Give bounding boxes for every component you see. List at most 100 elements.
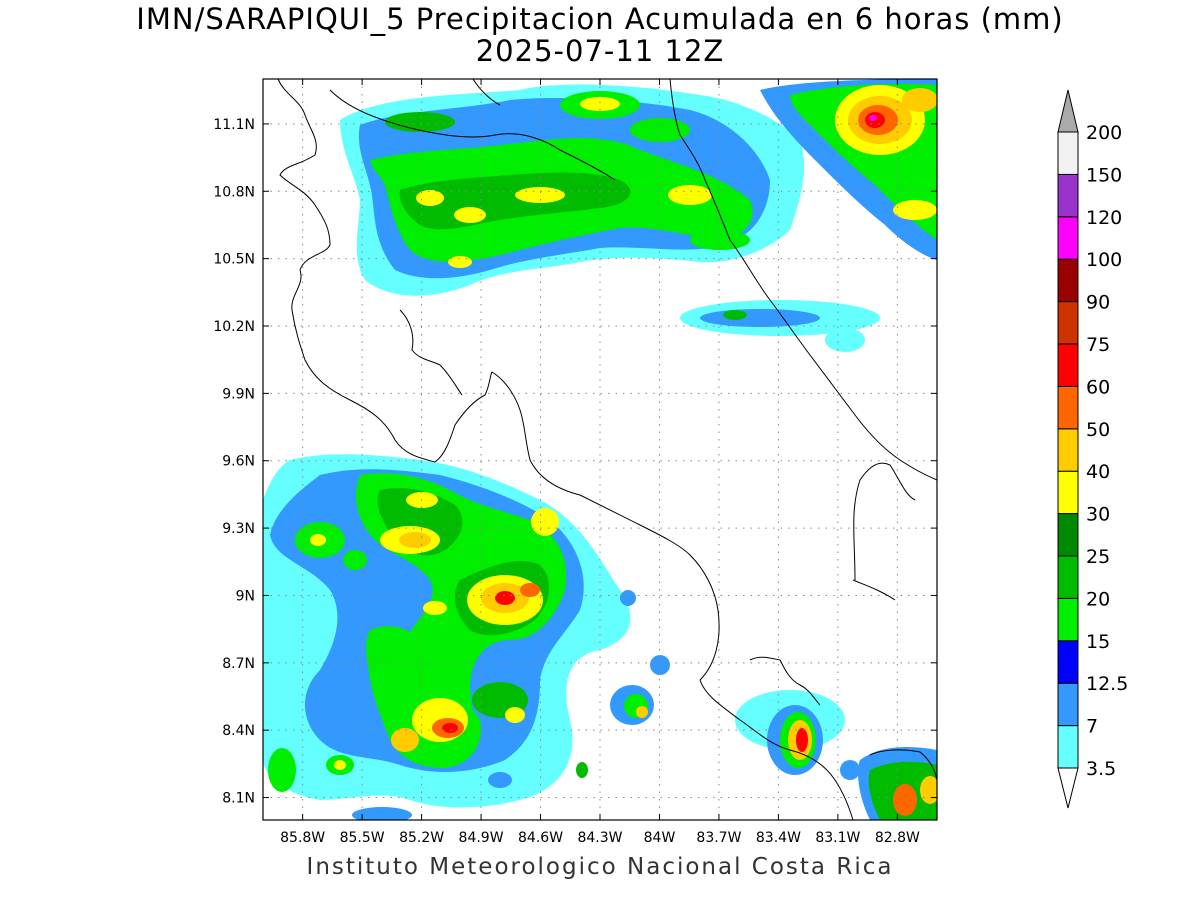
colorbar-segment <box>1057 385 1079 430</box>
colorbar-label: 90 <box>1086 292 1110 314</box>
colorbar-legend: 3.5 7 12.5 15 20 25 30 40 50 60 75 90 100 120 150 200 <box>1057 89 1128 809</box>
colorbar-label: 100 <box>1086 249 1122 271</box>
colorbar-segment <box>1057 173 1079 218</box>
nicaragua-border <box>329 89 616 181</box>
colorbar-segment <box>1057 640 1079 684</box>
rain-cell <box>385 112 455 132</box>
colorbar-segment <box>1057 555 1079 599</box>
lat-tick-label: 11.1N <box>213 117 255 133</box>
lat-tick-label: 10.5N <box>213 252 255 268</box>
rain-cell <box>620 590 636 606</box>
rain-cell <box>495 591 515 605</box>
colorbar-segment <box>1057 428 1079 472</box>
lat-tick-label: 10.2N <box>213 319 255 335</box>
rain-cell <box>334 760 346 770</box>
colorbar-label: 25 <box>1086 546 1110 568</box>
longitude-axis: 85.8W 85.5W 85.2W 84.9W 84.6W 84.3W 84W 83.7W 83… <box>280 79 920 846</box>
map-subtitle-date: 2025-07-11 12Z <box>475 34 725 68</box>
rain-cell <box>505 707 525 723</box>
rain-cell <box>869 115 877 121</box>
colorbar-label: 75 <box>1086 334 1110 356</box>
colorbar-over-triangle <box>1057 89 1079 133</box>
rain-cell <box>391 728 419 752</box>
lon-tick-label: 85.2W <box>399 830 444 846</box>
rain-cell <box>700 309 820 327</box>
colorbar-segment <box>1057 597 1079 642</box>
colorbar-segment <box>1057 131 1079 175</box>
rain-cell <box>399 532 431 548</box>
rain-cell <box>576 762 588 778</box>
colorbar-segment <box>1057 682 1079 727</box>
colorbar-label: 7 <box>1086 716 1098 738</box>
rain-cell <box>893 784 917 816</box>
colorbar-segment <box>1057 513 1079 557</box>
map-title: IMN/SARAPIQUI_5 Precipitacion Acumulada … <box>136 2 1064 36</box>
lat-tick-label: 10.8N <box>213 184 255 200</box>
colorbar-label: 12.5 <box>1086 673 1128 695</box>
lon-tick-label: 85.5W <box>340 830 385 846</box>
nicoya-gulf-coast <box>399 309 463 396</box>
colorbar-label: 20 <box>1086 588 1110 610</box>
rain-cell <box>723 310 747 320</box>
colorbar-label: 150 <box>1086 164 1122 186</box>
rain-cell <box>520 583 540 597</box>
colorbar-segment <box>1057 301 1079 345</box>
rain-cell <box>423 601 447 615</box>
rain-cell <box>668 185 712 205</box>
lon-tick-label: 84.6W <box>518 830 563 846</box>
lon-tick-label: 85.8W <box>280 830 325 846</box>
lat-tick-label: 9N <box>236 588 255 604</box>
lat-tick-label: 8.7N <box>222 656 255 672</box>
rain-cell <box>352 807 412 820</box>
latitude-axis: 11.1N 10.8N 10.5N 10.2N 9.9N 9.6N 9.3N 9N 8.7N 8.… <box>213 117 937 807</box>
colorbar-label: 15 <box>1086 631 1110 653</box>
lon-tick-label: 83.1W <box>815 830 860 846</box>
colorbar-label: 3.5 <box>1086 758 1116 780</box>
rain-cell <box>343 550 367 570</box>
lake-shore <box>472 79 501 106</box>
lat-tick-label: 9.6N <box>222 454 255 470</box>
lat-tick-label: 9.9N <box>222 386 255 402</box>
colorbar-under-triangle <box>1057 767 1079 809</box>
footer-credit: Instituto Meteorologico Nacional Costa R… <box>306 854 894 880</box>
lon-tick-label: 84.9W <box>459 830 504 846</box>
rain-cell <box>893 200 937 220</box>
coastline-and-borders <box>277 79 937 820</box>
rain-cell <box>825 328 865 352</box>
colorbar-segment <box>1057 258 1079 303</box>
rain-cell <box>796 728 808 752</box>
lon-tick-label: 82.8W <box>875 830 920 846</box>
rain-cell <box>531 508 559 536</box>
rain-cell <box>840 760 860 780</box>
lat-tick-label: 8.4N <box>222 723 255 739</box>
rain-cell <box>580 97 620 111</box>
panama-border <box>853 462 916 581</box>
lon-tick-label: 84W <box>644 830 676 846</box>
precipitation-field <box>263 79 937 820</box>
colorbar-label: 50 <box>1086 419 1110 441</box>
rain-cell <box>310 534 326 546</box>
colorbar-label: 60 <box>1086 376 1110 398</box>
rain-cell <box>454 207 486 223</box>
burica-peninsula <box>869 749 937 781</box>
colorbar-segment <box>1057 216 1079 260</box>
pacific-coastline <box>277 79 854 820</box>
lon-tick-label: 84.3W <box>577 830 622 846</box>
colorbar-segment <box>1057 470 1079 515</box>
rain-cell <box>690 230 750 250</box>
colorbar-label: 200 <box>1086 122 1122 144</box>
lat-tick-label: 9.3N <box>222 521 255 537</box>
rain-cell <box>515 187 565 203</box>
rain-cell <box>902 88 937 112</box>
panama-border-2 <box>852 579 896 601</box>
rain-cell <box>636 706 648 718</box>
rain-cell <box>488 772 512 788</box>
rain-cell <box>416 190 444 206</box>
rain-cell <box>650 655 670 675</box>
lat-tick-label: 8.1N <box>222 791 255 807</box>
lon-tick-label: 83.7W <box>696 830 741 846</box>
colorbar-label: 30 <box>1086 504 1110 526</box>
caribbean-coastline <box>669 79 937 481</box>
rain-cell <box>442 723 458 733</box>
